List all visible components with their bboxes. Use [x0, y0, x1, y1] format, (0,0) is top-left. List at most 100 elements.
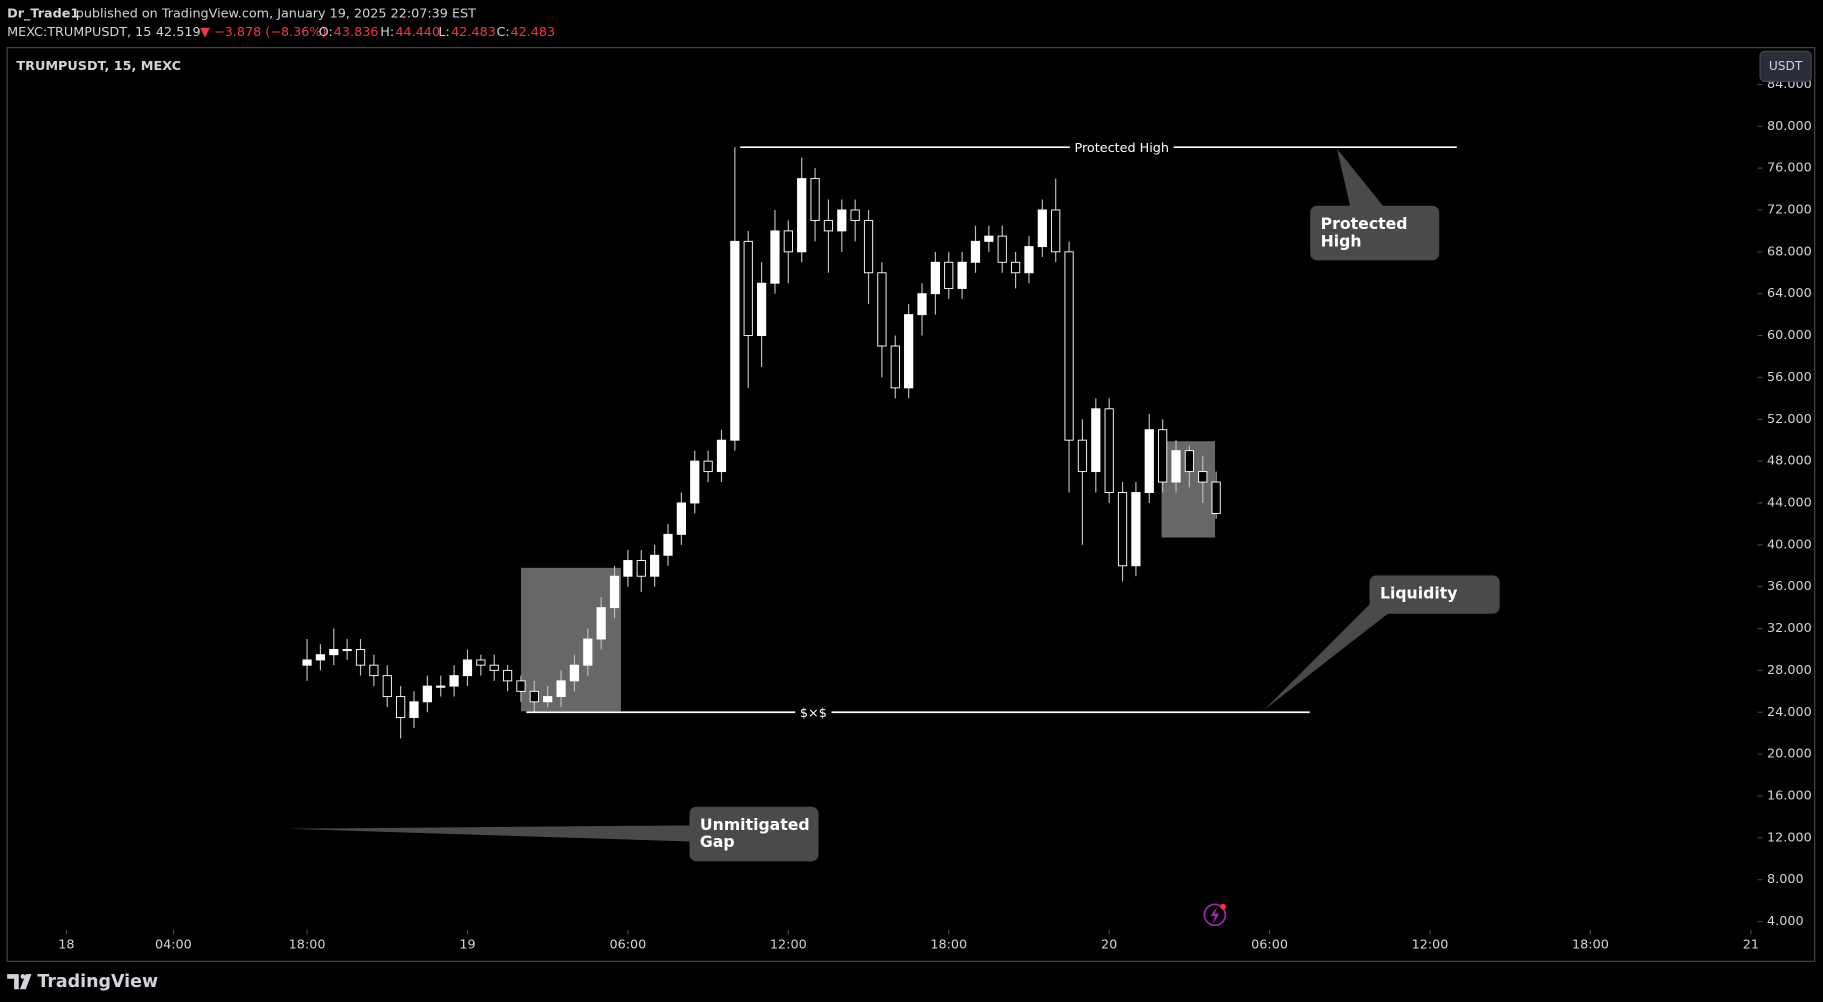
callout-box: [689, 806, 819, 862]
x-tick-label: 12:00: [1412, 938, 1449, 953]
x-tick-label: 21: [1743, 938, 1759, 953]
candle-body: [543, 696, 553, 703]
x-tick-label: 20: [1101, 938, 1117, 953]
callout-tail: [288, 825, 693, 842]
candle-body: [663, 533, 673, 556]
candle-body: [904, 314, 914, 389]
candle-body: [436, 685, 446, 688]
level-label-bg: [795, 705, 832, 721]
callout-tail: [1263, 602, 1390, 711]
candle-body: [984, 235, 994, 242]
candle-body: [1051, 209, 1061, 253]
callout-box: [1369, 575, 1500, 614]
level-label: $×$: [800, 706, 827, 721]
candle-body: [997, 235, 1007, 263]
candle-body: [917, 293, 927, 316]
candle-body: [690, 460, 700, 504]
y-tick-label: 4.000: [1767, 914, 1804, 929]
c-label: C:: [497, 25, 510, 40]
level-label: Protected High: [1074, 141, 1169, 156]
y-tick-label: 80.000: [1767, 119, 1812, 134]
x-tick-label: 18:00: [930, 938, 967, 953]
candle-body: [970, 240, 981, 263]
candle-body: [1198, 471, 1208, 483]
candle-body: [797, 178, 807, 253]
l-value: 42.483: [451, 25, 496, 40]
x-tick-label: 06:00: [1251, 938, 1288, 953]
l-label: L:: [438, 25, 449, 40]
candle-body: [1158, 429, 1168, 483]
callout-text: Unmitigated: [700, 815, 810, 834]
candle-body: [1064, 251, 1074, 441]
candle-body: [944, 261, 954, 289]
x-tick-label: 12:00: [770, 938, 807, 953]
author: Dr_Trade1: [7, 6, 79, 21]
x-tick-label: 18:00: [1572, 938, 1609, 953]
callout-text: Gap: [700, 832, 735, 851]
candle-body: [1171, 450, 1181, 483]
candle-body: [355, 649, 366, 666]
y-tick-label: 32.000: [1767, 621, 1812, 636]
currency-badge[interactable]: [1759, 50, 1812, 82]
candle-body: [1104, 408, 1114, 493]
y-tick-label: 72.000: [1767, 202, 1812, 217]
candle-body: [315, 654, 326, 661]
h-label: H:: [380, 25, 394, 40]
y-tick-label: 64.000: [1767, 286, 1812, 301]
y-tick-label: 40.000: [1767, 537, 1812, 552]
y-tick-label: 44.000: [1767, 495, 1812, 510]
candle-body: [863, 219, 874, 274]
candle-body: [730, 240, 740, 441]
last-price: 42.519: [156, 25, 201, 40]
candle-body: [449, 675, 459, 687]
candle-body: [1091, 408, 1101, 473]
chart-frame: [6, 47, 1816, 962]
candle-body: [409, 701, 419, 718]
y-tick-label: 68.000: [1767, 244, 1812, 259]
candle-body: [623, 560, 633, 577]
candle-body: [302, 659, 312, 666]
candle-body: [756, 282, 767, 337]
candle-body: [1184, 450, 1194, 473]
brand: TradingView: [37, 972, 158, 992]
y-tick-label: 56.000: [1767, 370, 1812, 385]
candle-body: [342, 649, 352, 652]
candle-body: [783, 230, 793, 253]
h-value: 44.440: [395, 25, 440, 40]
candle-body: [529, 690, 539, 703]
candle-body: [676, 502, 686, 535]
candle-body: [650, 554, 660, 577]
candle-body: [877, 272, 887, 347]
candle-body: [489, 664, 499, 671]
candle-body: [837, 209, 847, 232]
o-value: 43.836: [334, 25, 379, 40]
currency: USDT: [1769, 59, 1803, 73]
candle-body: [1024, 246, 1034, 274]
candle-body: [476, 659, 486, 666]
candle-body: [1131, 492, 1141, 567]
c-value: 42.483: [510, 25, 555, 40]
candle-body: [369, 664, 379, 677]
y-tick-label: 52.000: [1767, 412, 1812, 427]
candle-body: [1037, 209, 1047, 248]
x-tick-label: 18:00: [289, 938, 326, 953]
candle-body: [1211, 481, 1221, 514]
callout-tail: [1336, 148, 1386, 210]
candle-body: [930, 261, 940, 295]
lightning-icon[interactable]: [1203, 903, 1227, 927]
callout-box: [1310, 205, 1440, 261]
zone: [520, 567, 621, 712]
candle-body: [703, 460, 713, 473]
y-tick-label: 48.000: [1767, 454, 1812, 469]
change: ▼ −3.878 (−8.36%): [200, 25, 326, 40]
candle-body: [569, 664, 580, 682]
candle-body: [850, 209, 860, 221]
x-tick-label: 18: [58, 938, 74, 953]
level-label-bg: [1069, 140, 1174, 156]
callout-text: Liquidity: [1380, 583, 1457, 602]
tradingview-logo[interactable]: [7, 974, 32, 990]
y-tick-label: 12.000: [1767, 830, 1812, 845]
candle-body: [422, 685, 432, 703]
